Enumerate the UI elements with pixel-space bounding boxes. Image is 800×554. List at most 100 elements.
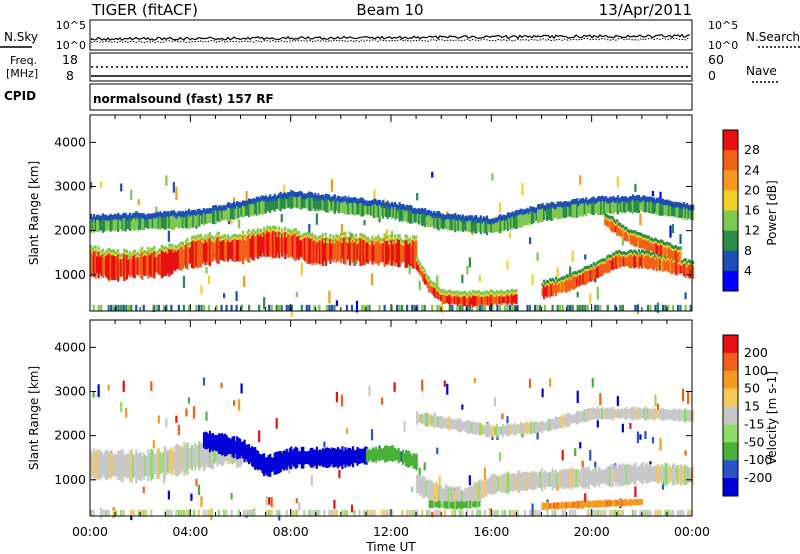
clutter-cell	[591, 509, 594, 516]
band-cell	[546, 501, 549, 511]
band-cell	[470, 485, 473, 506]
band-edge-cell	[604, 213, 607, 219]
band-edge-cell	[482, 294, 485, 298]
band-edge-cell	[341, 196, 344, 202]
band-edge-cell	[447, 289, 450, 296]
band-edge-cell	[279, 194, 282, 198]
band-edge-cell	[410, 243, 413, 247]
band-cell	[111, 453, 114, 478]
band-cell	[648, 202, 651, 213]
band-edge-cell	[124, 215, 127, 219]
colorbar-tick-label: 100	[744, 363, 768, 378]
band-cell	[232, 206, 236, 220]
band-cell	[273, 452, 276, 475]
band-cell	[530, 212, 534, 224]
band-edge-cell	[652, 254, 656, 258]
band-edge-cell	[461, 217, 464, 221]
band-cell	[141, 218, 144, 230]
band-edge-cell	[132, 216, 135, 220]
band-edge-cell	[418, 208, 421, 214]
band-cell	[344, 236, 347, 265]
band-cell	[378, 242, 382, 263]
band-cell	[467, 419, 470, 435]
band-edge-cell	[520, 211, 523, 215]
band-edge-cell	[401, 203, 404, 210]
band-cell	[187, 447, 191, 469]
clutter-cell	[406, 304, 409, 311]
noise-cell	[528, 237, 532, 245]
noise-cell	[157, 415, 160, 424]
clutter-cell	[308, 304, 311, 311]
band-cell	[462, 296, 465, 306]
clutter-cell	[115, 509, 118, 516]
band-cell	[275, 232, 278, 258]
band-edge-cell	[476, 293, 479, 297]
band-edge-cell	[643, 254, 647, 258]
band-cell	[649, 409, 652, 419]
band-cell	[450, 296, 453, 304]
band-cell	[672, 262, 675, 273]
y-tick-label: 2000	[54, 428, 86, 443]
band-cell	[625, 202, 628, 212]
band-edge-cell	[661, 240, 664, 246]
band-edge-cell	[94, 245, 97, 251]
band-cell	[329, 449, 332, 467]
band-edge-cell	[586, 200, 589, 206]
band-edge-cell	[473, 215, 476, 221]
band-cell	[440, 415, 443, 429]
band-cell	[94, 250, 97, 279]
clutter-cell	[373, 509, 376, 516]
clutter-cell	[619, 509, 622, 516]
band-cell	[600, 201, 603, 215]
band-cell	[345, 203, 349, 213]
band-cell	[207, 238, 210, 265]
band-cell	[434, 218, 437, 228]
band-cell	[479, 479, 482, 502]
clutter-cell	[416, 509, 419, 516]
band-cell	[565, 413, 568, 428]
band-cell	[651, 257, 654, 270]
band-edge-cell	[187, 242, 191, 248]
band-edge-cell	[351, 234, 355, 240]
band-cell	[562, 468, 565, 490]
band-cell	[475, 220, 478, 234]
band-cell	[679, 464, 682, 486]
noise-cell	[541, 388, 544, 398]
band-edge-cell	[157, 215, 160, 219]
band-edge-cell	[293, 228, 296, 234]
band-cell	[560, 415, 563, 429]
clutter-cell	[594, 304, 597, 311]
band-edge-cell	[400, 241, 403, 245]
band-edge-cell	[665, 241, 669, 247]
power-x-ticks	[89, 115, 693, 311]
band-cell	[589, 409, 592, 420]
band-edge-cell	[378, 199, 382, 206]
noise-cell	[686, 391, 690, 404]
band-cell	[420, 413, 423, 424]
band-cell	[580, 500, 583, 509]
band-cell	[171, 249, 174, 275]
band-cell	[553, 209, 556, 219]
band-edge-cell	[374, 236, 377, 242]
band-cell	[403, 245, 406, 263]
band-edge-cell	[386, 238, 389, 242]
noise-cell	[200, 285, 203, 295]
band-cell	[597, 201, 600, 216]
clutter-cell	[137, 509, 140, 516]
band-edge-cell	[159, 248, 162, 254]
band-cell	[622, 256, 625, 267]
band-cell	[363, 240, 367, 266]
band-edge-cell	[172, 213, 175, 217]
band-edge-cell	[610, 200, 613, 204]
band-edge-cell	[613, 197, 616, 203]
band-cell	[263, 453, 266, 477]
band-edge-cell	[598, 262, 601, 266]
noise-cell	[421, 379, 424, 392]
band-edge-cell	[299, 237, 302, 241]
band-edge-cell	[237, 201, 240, 208]
band-cell	[578, 471, 581, 485]
clutter-cell	[483, 304, 487, 311]
clutter-cell	[471, 509, 474, 516]
band-edge-cell	[476, 217, 479, 224]
